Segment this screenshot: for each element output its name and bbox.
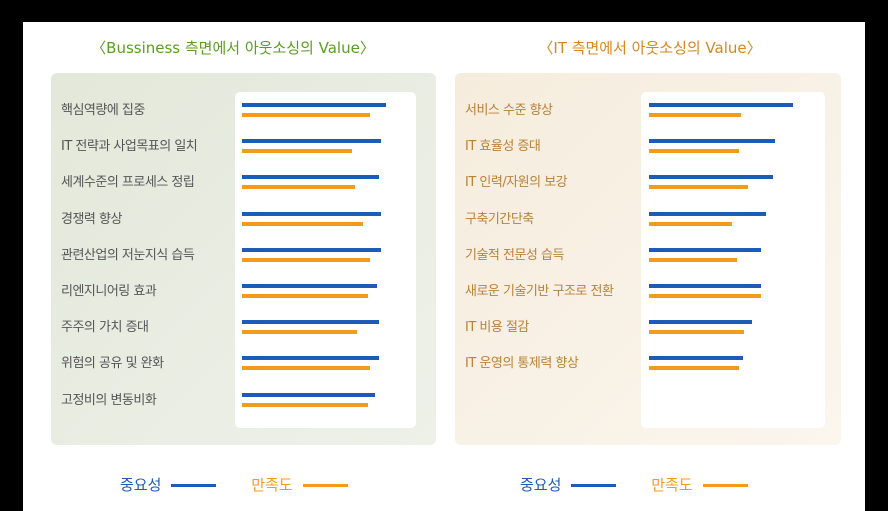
legend-importance-swatch bbox=[171, 484, 217, 487]
importance-bar bbox=[242, 211, 381, 216]
satisfaction-bar bbox=[649, 149, 739, 154]
category-label: 기술적 전문성 습득 bbox=[465, 247, 564, 263]
category-label: 새로운 기술기반 구조로 전환 bbox=[465, 284, 614, 299]
legend-satisfaction-swatch bbox=[302, 484, 348, 487]
category-label: 위험의 공유 및 완화 bbox=[61, 356, 164, 372]
category-label: IT 인력/자원의 보강 bbox=[465, 175, 568, 191]
legend-satisfaction-swatch bbox=[702, 484, 748, 487]
importance-bar bbox=[649, 356, 743, 361]
legend-satisfaction: 만족도 bbox=[251, 476, 293, 494]
category-label: 리엔지니어링 효과 bbox=[61, 284, 157, 299]
importance-bar bbox=[242, 103, 386, 107]
satisfaction-bar bbox=[242, 366, 370, 371]
category-label: 구축기간단축 bbox=[465, 211, 534, 227]
category-label: 핵심역량에 집중 bbox=[61, 103, 145, 118]
satisfaction-bar bbox=[242, 257, 370, 262]
satisfaction-bar bbox=[242, 330, 358, 335]
satisfaction-bar bbox=[649, 221, 732, 226]
category-label: IT 효율성 증대 bbox=[465, 139, 541, 155]
importance-bar bbox=[649, 211, 766, 216]
satisfaction-bar bbox=[649, 330, 745, 335]
legend-importance-swatch bbox=[571, 484, 617, 487]
importance-bar bbox=[649, 103, 793, 107]
category-label: IT 운영의 통제력 향상 bbox=[465, 356, 579, 372]
importance-bar bbox=[649, 139, 775, 144]
left-legend: 중요성 만족도 bbox=[120, 474, 348, 495]
legend-satisfaction: 만족도 bbox=[651, 476, 693, 494]
category-label: 세계수준의 프로세스 정립 bbox=[61, 175, 195, 191]
importance-bar bbox=[242, 175, 379, 180]
importance-bar bbox=[649, 247, 761, 252]
importance-bar bbox=[242, 247, 381, 252]
category-label: IT 비용 절감 bbox=[465, 320, 529, 336]
importance-bar bbox=[649, 284, 761, 288]
category-label: IT 전략과 사업목표의 일치 bbox=[61, 139, 198, 155]
satisfaction-bar bbox=[649, 185, 748, 190]
satisfaction-bar bbox=[649, 113, 741, 117]
satisfaction-bar bbox=[242, 149, 352, 154]
chart-canvas: 〈Bussiness 측면에서 아웃소싱의 Value〉 〈IT 측면에서 아웃… bbox=[23, 22, 865, 511]
satisfaction-bar bbox=[242, 294, 368, 298]
importance-bar bbox=[242, 320, 379, 325]
satisfaction-bar bbox=[242, 185, 356, 190]
satisfaction-bar bbox=[649, 366, 739, 371]
satisfaction-bar bbox=[242, 402, 368, 407]
importance-bar bbox=[242, 392, 376, 397]
importance-bar bbox=[242, 139, 381, 144]
satisfaction-bar bbox=[242, 221, 363, 226]
satisfaction-bar bbox=[242, 113, 370, 117]
importance-bar bbox=[242, 356, 379, 361]
importance-bar bbox=[242, 284, 377, 288]
right-chart-title: 〈IT 측면에서 아웃소싱의 Value〉 bbox=[538, 39, 762, 57]
satisfaction-bar bbox=[649, 294, 761, 298]
right-legend: 중요성 만족도 bbox=[520, 474, 748, 495]
category-label: 서비스 수준 향상 bbox=[465, 103, 553, 118]
category-label: 주주의 가치 증대 bbox=[61, 320, 149, 336]
satisfaction-bar bbox=[649, 257, 738, 262]
importance-bar bbox=[649, 175, 774, 180]
legend-importance: 중요성 bbox=[520, 476, 562, 494]
left-chart-title: 〈Bussiness 측면에서 아웃소싱의 Value〉 bbox=[91, 39, 375, 57]
importance-bar bbox=[649, 320, 752, 325]
legend-importance: 중요성 bbox=[120, 476, 162, 494]
category-label: 관련산업의 저눈지식 습득 bbox=[61, 247, 195, 263]
category-label: 고정비의 변동비화 bbox=[61, 392, 157, 408]
category-label: 경쟁력 향상 bbox=[61, 211, 122, 227]
